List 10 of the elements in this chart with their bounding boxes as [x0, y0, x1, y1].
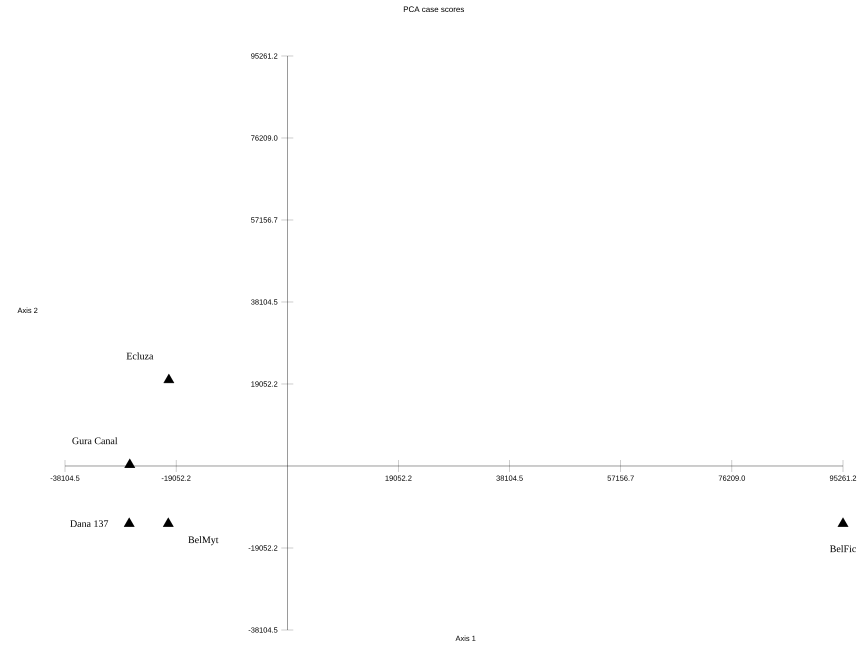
point — [124, 458, 136, 468]
annotation: Ecluza — [126, 352, 154, 360]
point — [124, 517, 135, 527]
point — [838, 517, 848, 527]
annotation: BelFic — [830, 545, 856, 552]
point — [162, 517, 174, 527]
annotation: Gura Canal — [72, 437, 118, 444]
point — [163, 374, 174, 384]
annotation: BelMyt — [188, 536, 218, 546]
annotation: Dana 137 — [70, 520, 108, 528]
